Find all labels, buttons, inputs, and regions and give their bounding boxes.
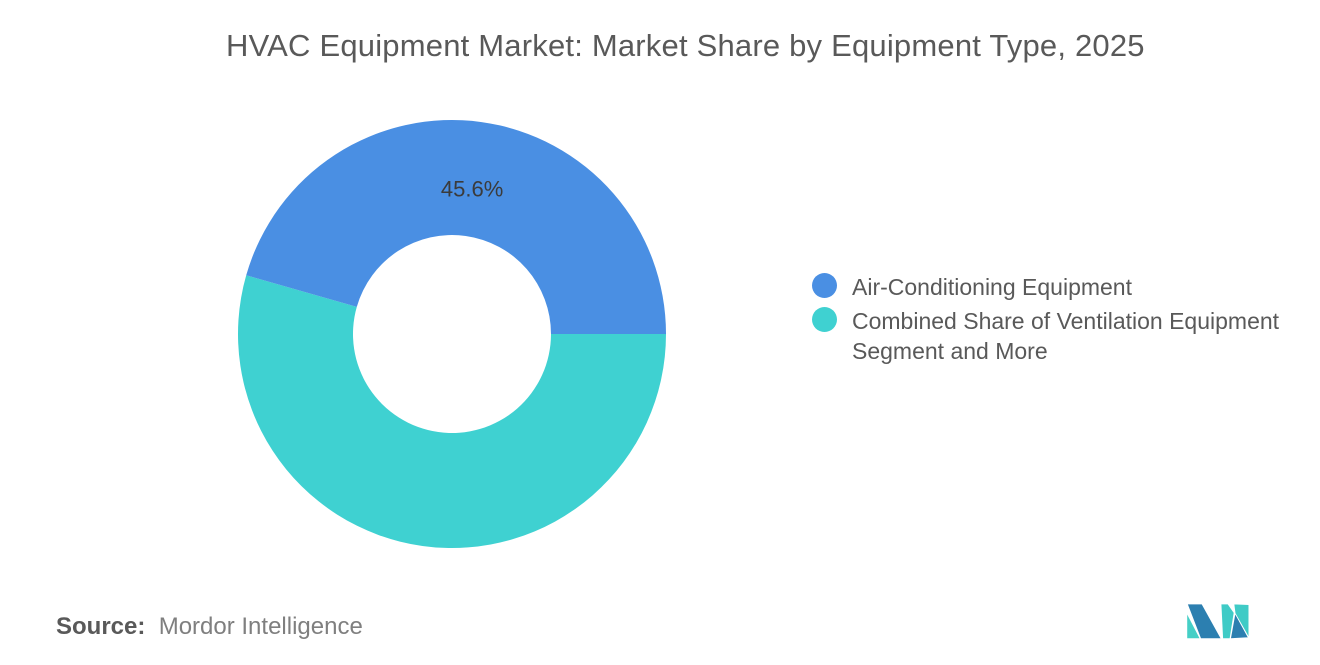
svg-text:45.6%: 45.6% <box>441 176 503 201</box>
